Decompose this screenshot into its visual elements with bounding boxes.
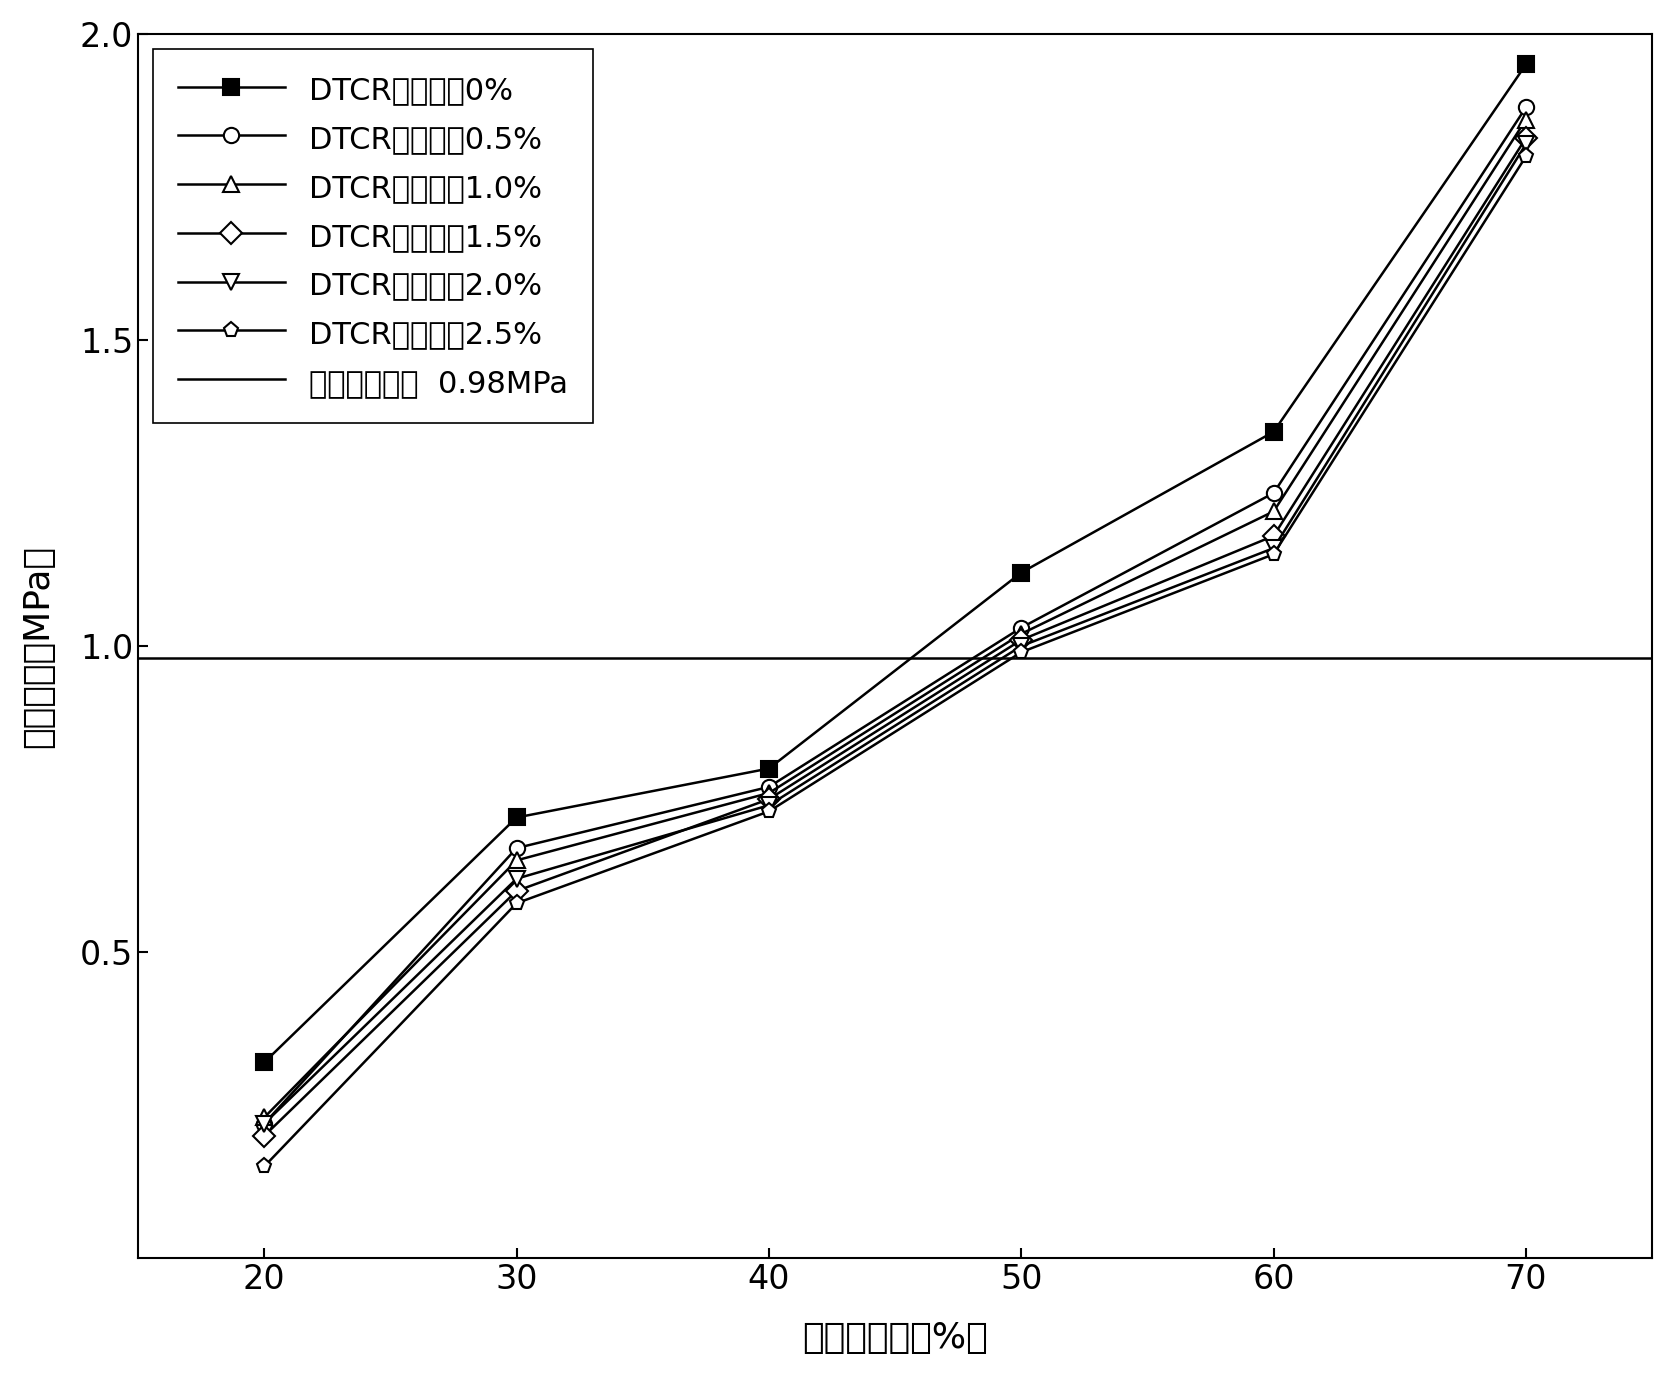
Y-axis label: 抗压强度（MPa）: 抗压强度（MPa） <box>20 545 55 747</box>
DTCR掺入量丸0.5% <box>254 1116 274 1132</box>
DTCR掺入量丸1.0% <box>507 852 527 868</box>
DTCR掺入量丸1.5% <box>1010 632 1031 648</box>
DTCR掺入量丸2.0% <box>254 1116 274 1132</box>
DTCR掺入量丸2.5% <box>1010 644 1031 660</box>
DTCR掺入量丸0% <box>254 1054 274 1071</box>
DTCR掺入量丸1.0% <box>1010 626 1031 643</box>
DTCR掺入量丸0% <box>507 809 527 826</box>
Line: DTCR掺入量丸2.0%: DTCR掺入量丸2.0% <box>256 136 1534 1131</box>
Line: DTCR掺入量丸0%: DTCR掺入量丸0% <box>256 56 1534 1071</box>
DTCR掺入量丸0% <box>1516 56 1536 73</box>
DTCR掺入量丸1.5% <box>1263 527 1283 544</box>
DTCR掺入量丸2.5% <box>507 894 527 911</box>
DTCR掺入量丸2.0% <box>1010 638 1031 655</box>
DTCR掺入量丸1.5% <box>507 883 527 900</box>
DTCR掺入量丸2.0% <box>1263 539 1283 556</box>
DTCR掺入量丸2.5% <box>1516 149 1536 165</box>
DTCR掺入量丸2.5% <box>1263 546 1283 563</box>
DTCR掺入量丸2.5% <box>254 1159 274 1175</box>
DTCR掺入量丸0.5% <box>507 839 527 856</box>
DTCR掺入量丸1.0% <box>1263 504 1283 520</box>
Line: DTCR掺入量丸1.5%: DTCR掺入量丸1.5% <box>256 131 1534 1143</box>
DTCR掺入量丸0% <box>1010 564 1031 581</box>
DTCR掺入量丸1.5% <box>760 791 780 808</box>
Line: DTCR掺入量丸0.5%: DTCR掺入量丸0.5% <box>256 99 1534 1131</box>
X-axis label: 水泥掺入量（%）: 水泥掺入量（%） <box>803 1321 989 1355</box>
DTCR掺入量丸0.5% <box>760 779 780 795</box>
DTCR掺入量丸0% <box>760 761 780 777</box>
DTCR掺入量丸2.0% <box>760 797 780 813</box>
DTCR掺入量丸2.5% <box>760 804 780 820</box>
DTCR掺入量丸1.5% <box>254 1127 274 1143</box>
DTCR掺入量丸0.5% <box>1516 99 1536 116</box>
Legend: DTCR掺入量丸0%, DTCR掺入量丸0.5%, DTCR掺入量丸1.0%, DTCR掺入量丸1.5%, DTCR掺入量丸2.0%, DTCR掺入量丸2.5%: DTCR掺入量丸0%, DTCR掺入量丸0.5%, DTCR掺入量丸1.0%, … <box>154 50 592 422</box>
DTCR掺入量丸1.5% <box>1516 129 1536 146</box>
Line: DTCR掺入量丸1.0%: DTCR掺入量丸1.0% <box>256 111 1534 1126</box>
DTCR掺入量丸0.5% <box>1010 619 1031 636</box>
Line: DTCR掺入量丸2.5%: DTCR掺入量丸2.5% <box>256 149 1534 1174</box>
DTCR掺入量丸1.0% <box>254 1109 274 1126</box>
DTCR掺入量丸2.0% <box>1516 136 1536 153</box>
DTCR掺入量丸2.0% <box>507 871 527 888</box>
DTCR掺入量丸0.5% <box>1263 484 1283 501</box>
DTCR掺入量丸0% <box>1263 424 1283 440</box>
DTCR掺入量丸1.0% <box>760 784 780 801</box>
DTCR掺入量丸1.0% <box>1516 111 1536 128</box>
